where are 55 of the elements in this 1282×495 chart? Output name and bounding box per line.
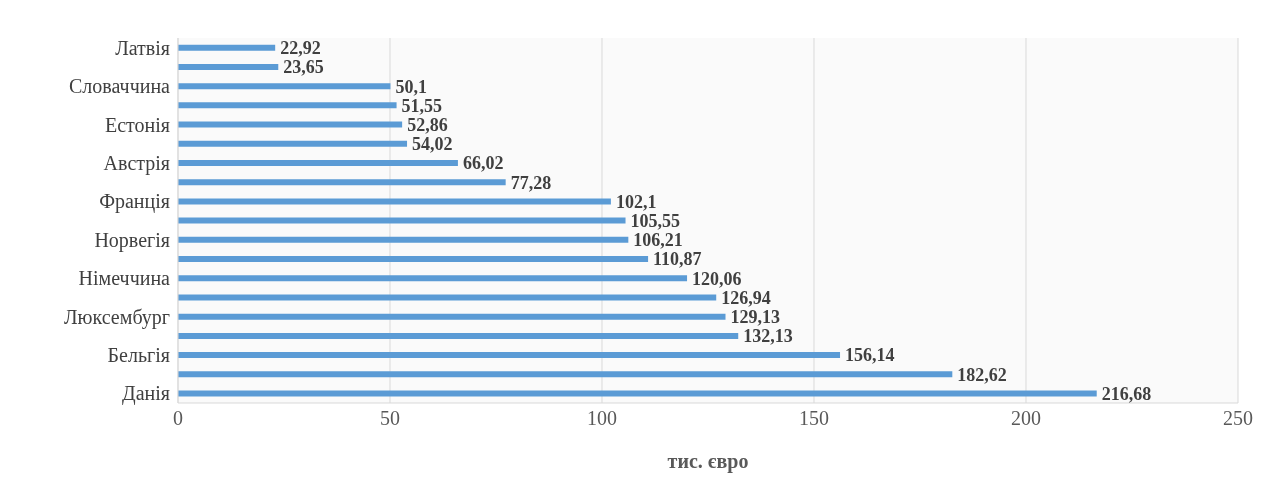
data-label: 54,02 (412, 134, 453, 155)
y-tick-label: Німеччина (78, 267, 171, 290)
bar (178, 256, 649, 263)
data-label: 106,21 (633, 230, 683, 251)
bar (178, 236, 629, 243)
x-tick-label: 250 (1223, 407, 1253, 430)
data-label: 120,06 (692, 268, 742, 289)
data-label: 77,28 (510, 172, 552, 193)
data-label: 66,02 (462, 153, 504, 174)
bar (178, 294, 717, 301)
data-label: 102,1 (615, 191, 657, 212)
bar (178, 275, 688, 282)
data-label: 23,65 (283, 57, 324, 78)
y-tick-label: Естонія (104, 113, 170, 136)
bar (178, 390, 1097, 397)
x-axis-title: тис. євро (667, 450, 749, 473)
x-tick-label: 150 (799, 407, 829, 430)
y-tick-label: Словаччина (69, 75, 171, 98)
bar (178, 371, 953, 378)
bar (178, 159, 458, 166)
data-label: 132,13 (743, 326, 793, 347)
data-label: 156,14 (845, 345, 895, 366)
y-tick-label: Люксембург (64, 305, 170, 329)
data-label: 216,68 (1101, 383, 1152, 404)
data-label: 51,55 (401, 95, 443, 116)
data-label: 52,86 (407, 114, 448, 135)
data-label: 110,87 (653, 249, 702, 270)
bar (178, 140, 408, 147)
bar (178, 121, 403, 128)
bar (178, 352, 841, 359)
bar (178, 332, 739, 339)
y-tick-label: Норвегія (94, 228, 170, 252)
data-label: 182,62 (957, 364, 1007, 385)
data-label: 126,94 (721, 287, 771, 308)
data-label: 22,92 (280, 38, 321, 59)
bar (178, 83, 391, 90)
x-tick-label: 0 (173, 407, 183, 430)
bar (178, 217, 626, 224)
bar (178, 102, 397, 109)
bar (178, 198, 611, 205)
x-tick-label: 100 (587, 407, 617, 430)
x-tick-label: 200 (1011, 407, 1041, 430)
y-tick-label: Латвія (115, 36, 170, 59)
bar (178, 313, 726, 320)
data-label: 50,1 (395, 76, 427, 97)
bar (178, 44, 276, 51)
y-tick-label: Данія (122, 382, 170, 406)
bar (178, 63, 279, 70)
x-tick-label: 50 (380, 407, 400, 430)
y-tick-label: Франція (99, 190, 170, 214)
data-label: 105,55 (630, 211, 681, 232)
bar (178, 179, 506, 186)
y-tick-label: Австрія (103, 151, 170, 175)
data-label: 129,13 (730, 307, 781, 328)
y-tick-label: Бельгія (107, 344, 170, 367)
